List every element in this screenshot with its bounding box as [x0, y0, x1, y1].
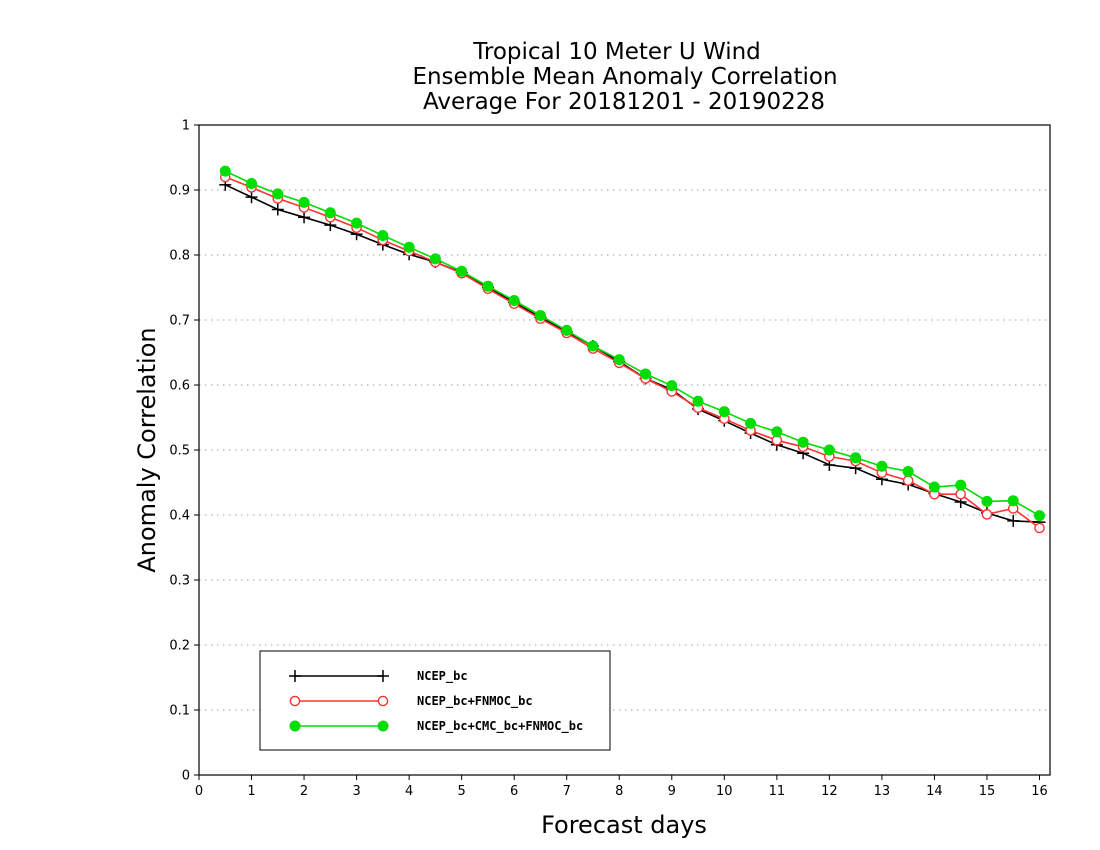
filled-circle-marker [666, 380, 678, 392]
plus-marker [289, 670, 301, 682]
legend-entry-1: NCEP_bc+FNMOC_bc [289, 694, 533, 709]
filled-circle-marker [797, 436, 809, 448]
filled-circle-marker [351, 217, 363, 229]
filled-circle-marker [298, 196, 310, 208]
filled-circle-marker [718, 406, 730, 418]
filled-circle-marker [482, 280, 494, 292]
legend-entry-2: NCEP_bc+CMC_bc+FNMOC_bc [289, 719, 583, 734]
open-circle-marker [1034, 522, 1045, 534]
filled-circle-marker [587, 340, 599, 352]
filled-circle-marker [640, 368, 652, 380]
filled-circle-marker [613, 354, 625, 366]
legend-label: NCEP_bc+CMC_bc+FNMOC_bc [417, 719, 583, 734]
filled-circle-marker [692, 395, 704, 407]
filled-circle-marker [981, 495, 993, 507]
filled-circle-marker [246, 178, 258, 189]
open-circle-marker [955, 488, 966, 500]
axis-ticks: 00.10.20.30.40.50.60.70.80.910 1 2 3 4 5 6 7 8 9 1… [169, 119, 1047, 800]
filled-circle-marker [850, 452, 862, 464]
filled-circle-marker [902, 465, 914, 477]
x-tick-label: 15 [979, 784, 996, 799]
filled-circle-marker [272, 188, 284, 200]
filled-circle-marker [771, 426, 783, 438]
y-tick-label: 0.6 [169, 379, 190, 394]
x-axis-title: Forecast days [541, 811, 707, 839]
filled-circle-marker [561, 324, 573, 336]
y-tick-label: 0 [182, 769, 190, 784]
filled-circle-marker [534, 309, 546, 321]
x-tick-label: 12 [821, 784, 838, 799]
filled-circle-marker [377, 230, 389, 241]
series-layer [219, 165, 1046, 534]
legend: NCEP_bc NCEP_bc+FNMOC_bc NCEP_bc+CMC_bc+FN… [259, 650, 611, 751]
filled-circle-marker [508, 295, 520, 306]
gridlines [199, 189, 1050, 711]
open-circle-marker [902, 475, 914, 486]
series-line [224, 170, 1040, 517]
chart-title-line-2: Ensemble Mean Anomaly Correlation [412, 64, 837, 90]
filled-circle-marker [403, 241, 415, 253]
x-tick-label: 6 [510, 784, 518, 799]
series-line [225, 176, 1040, 529]
filled-circle-marker [1007, 495, 1019, 507]
filled-circle-marker [219, 165, 231, 177]
filled-circle-marker [823, 444, 835, 456]
filled-circle-marker [745, 417, 757, 429]
open-circle-marker [981, 509, 993, 520]
open-circle-marker [289, 695, 301, 707]
x-tick-label: 11 [769, 784, 786, 799]
x-tick-label: 14 [926, 784, 943, 799]
legend-entry-0: NCEP_bc [289, 669, 468, 684]
x-tick-label: 0 [195, 784, 203, 799]
filled-circle-marker [377, 720, 389, 732]
plus-marker [245, 191, 258, 204]
x-tick-label: 10 [716, 784, 733, 799]
y-tick-label: 1 [182, 119, 190, 134]
x-tick-label: 7 [563, 784, 571, 799]
filled-circle-marker [429, 253, 441, 265]
series-0 [219, 178, 1046, 529]
x-tick-label: 3 [352, 784, 360, 799]
y-axis-title: Anomaly Correlation [133, 327, 161, 572]
x-tick-label: 9 [668, 784, 676, 799]
x-tick-label: 4 [405, 784, 413, 799]
x-tick-label: 2 [300, 784, 308, 799]
y-tick-label: 0.2 [169, 639, 190, 654]
filled-circle-marker [456, 265, 468, 277]
x-tick-label: 8 [615, 784, 623, 799]
y-tick-label: 0.3 [169, 574, 190, 589]
y-tick-label: 0.4 [169, 509, 190, 524]
filled-circle-marker [1033, 510, 1045, 522]
y-tick-label: 0.8 [169, 249, 190, 264]
filled-circle-marker [876, 460, 888, 472]
plus-marker [1007, 514, 1020, 527]
plus-marker [271, 203, 284, 216]
filled-circle-marker [289, 720, 301, 732]
plus-marker [298, 211, 311, 224]
x-tick-label: 16 [1031, 784, 1048, 799]
chart-title-line-1: Tropical 10 Meter U Wind [472, 39, 761, 65]
filled-circle-marker [955, 479, 967, 491]
x-tick-label: 1 [247, 784, 255, 799]
x-tick-label: 5 [458, 784, 466, 799]
y-tick-label: 0.5 [169, 444, 190, 459]
series-2 [219, 165, 1045, 522]
x-tick-label: 13 [874, 784, 891, 799]
chart-title: Tropical 10 Meter U Wind Ensemble Mean A… [412, 39, 837, 115]
y-tick-label: 0.9 [169, 184, 190, 199]
series-line [224, 184, 1040, 523]
filled-circle-marker [928, 481, 940, 493]
legend-label: NCEP_bc+FNMOC_bc [417, 694, 533, 709]
filled-circle-marker [324, 207, 336, 219]
legend-label: NCEP_bc [417, 669, 468, 684]
open-circle-marker [377, 695, 389, 707]
chart-title-line-3: Average For 20181201 - 20190228 [423, 89, 825, 115]
plus-marker [377, 670, 389, 682]
y-tick-label: 0.1 [169, 704, 190, 719]
y-tick-label: 0.7 [169, 314, 190, 329]
